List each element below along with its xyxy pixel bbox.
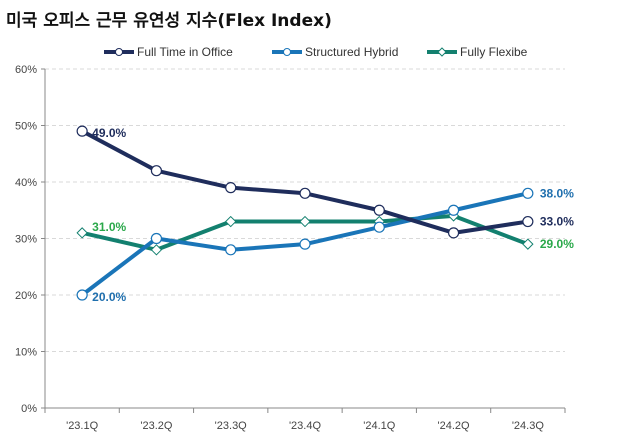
data-label: 49.0%: [92, 126, 126, 140]
legend-circle-marker: [115, 48, 123, 56]
data-point-circle: [150, 165, 163, 177]
data-point-circle: [225, 244, 237, 256]
y-tick-label: 40%: [15, 177, 37, 189]
x-tick-label: '24.3Q: [512, 420, 545, 432]
data-label: 38.0%: [540, 186, 574, 200]
data-label: 20.0%: [92, 290, 126, 304]
data-label: 31.0%: [92, 220, 126, 234]
data-point-diamond: [150, 244, 163, 256]
x-tick-label: '23.2Q: [140, 420, 173, 432]
data-point-circle: [76, 125, 88, 137]
y-tick-label: 20%: [15, 290, 37, 302]
y-tick-label: 30%: [15, 234, 37, 246]
legend-label: Structured Hybrid: [305, 45, 398, 59]
data-point-circle: [76, 289, 88, 301]
y-tick-label: 50%: [15, 121, 37, 133]
y-tick-label: 0%: [21, 403, 37, 415]
chart-title: 미국 오피스 근무 유연성 지수(Flex Index): [6, 11, 332, 31]
data-point-circle: [225, 182, 237, 194]
data-point-circle: [522, 187, 534, 199]
data-point-diamond: [225, 215, 237, 228]
data-point-circle: [447, 204, 460, 216]
y-tick-label: 60%: [15, 64, 37, 76]
y-tick-label: 10%: [15, 347, 37, 359]
data-point-circle: [447, 227, 460, 239]
data-point-diamond: [522, 238, 534, 250]
data-point-circle: [150, 232, 163, 245]
data-point-circle: [299, 187, 311, 199]
data-point-diamond: [299, 215, 311, 228]
legend-label: Full Time in Office: [137, 45, 233, 59]
data-point-circle: [522, 215, 534, 228]
data-point-circle: [373, 204, 385, 216]
data-point-diamond: [76, 227, 88, 239]
x-tick-label: '23.4Q: [289, 420, 322, 432]
data-point-circle: [373, 221, 385, 233]
x-tick-label: '24.1Q: [363, 420, 396, 432]
x-tick-label: '24.2Q: [438, 420, 471, 432]
data-point-circle: [299, 238, 311, 250]
legend-diamond-marker: [437, 47, 447, 57]
x-tick-label: '23.3Q: [215, 420, 248, 432]
x-tick-label: '23.1Q: [66, 420, 99, 432]
data-label: 33.0%: [540, 215, 574, 229]
legend-circle-marker: [283, 48, 291, 56]
data-label: 29.0%: [540, 237, 574, 251]
legend-label: Fully Flexibe: [460, 45, 528, 59]
